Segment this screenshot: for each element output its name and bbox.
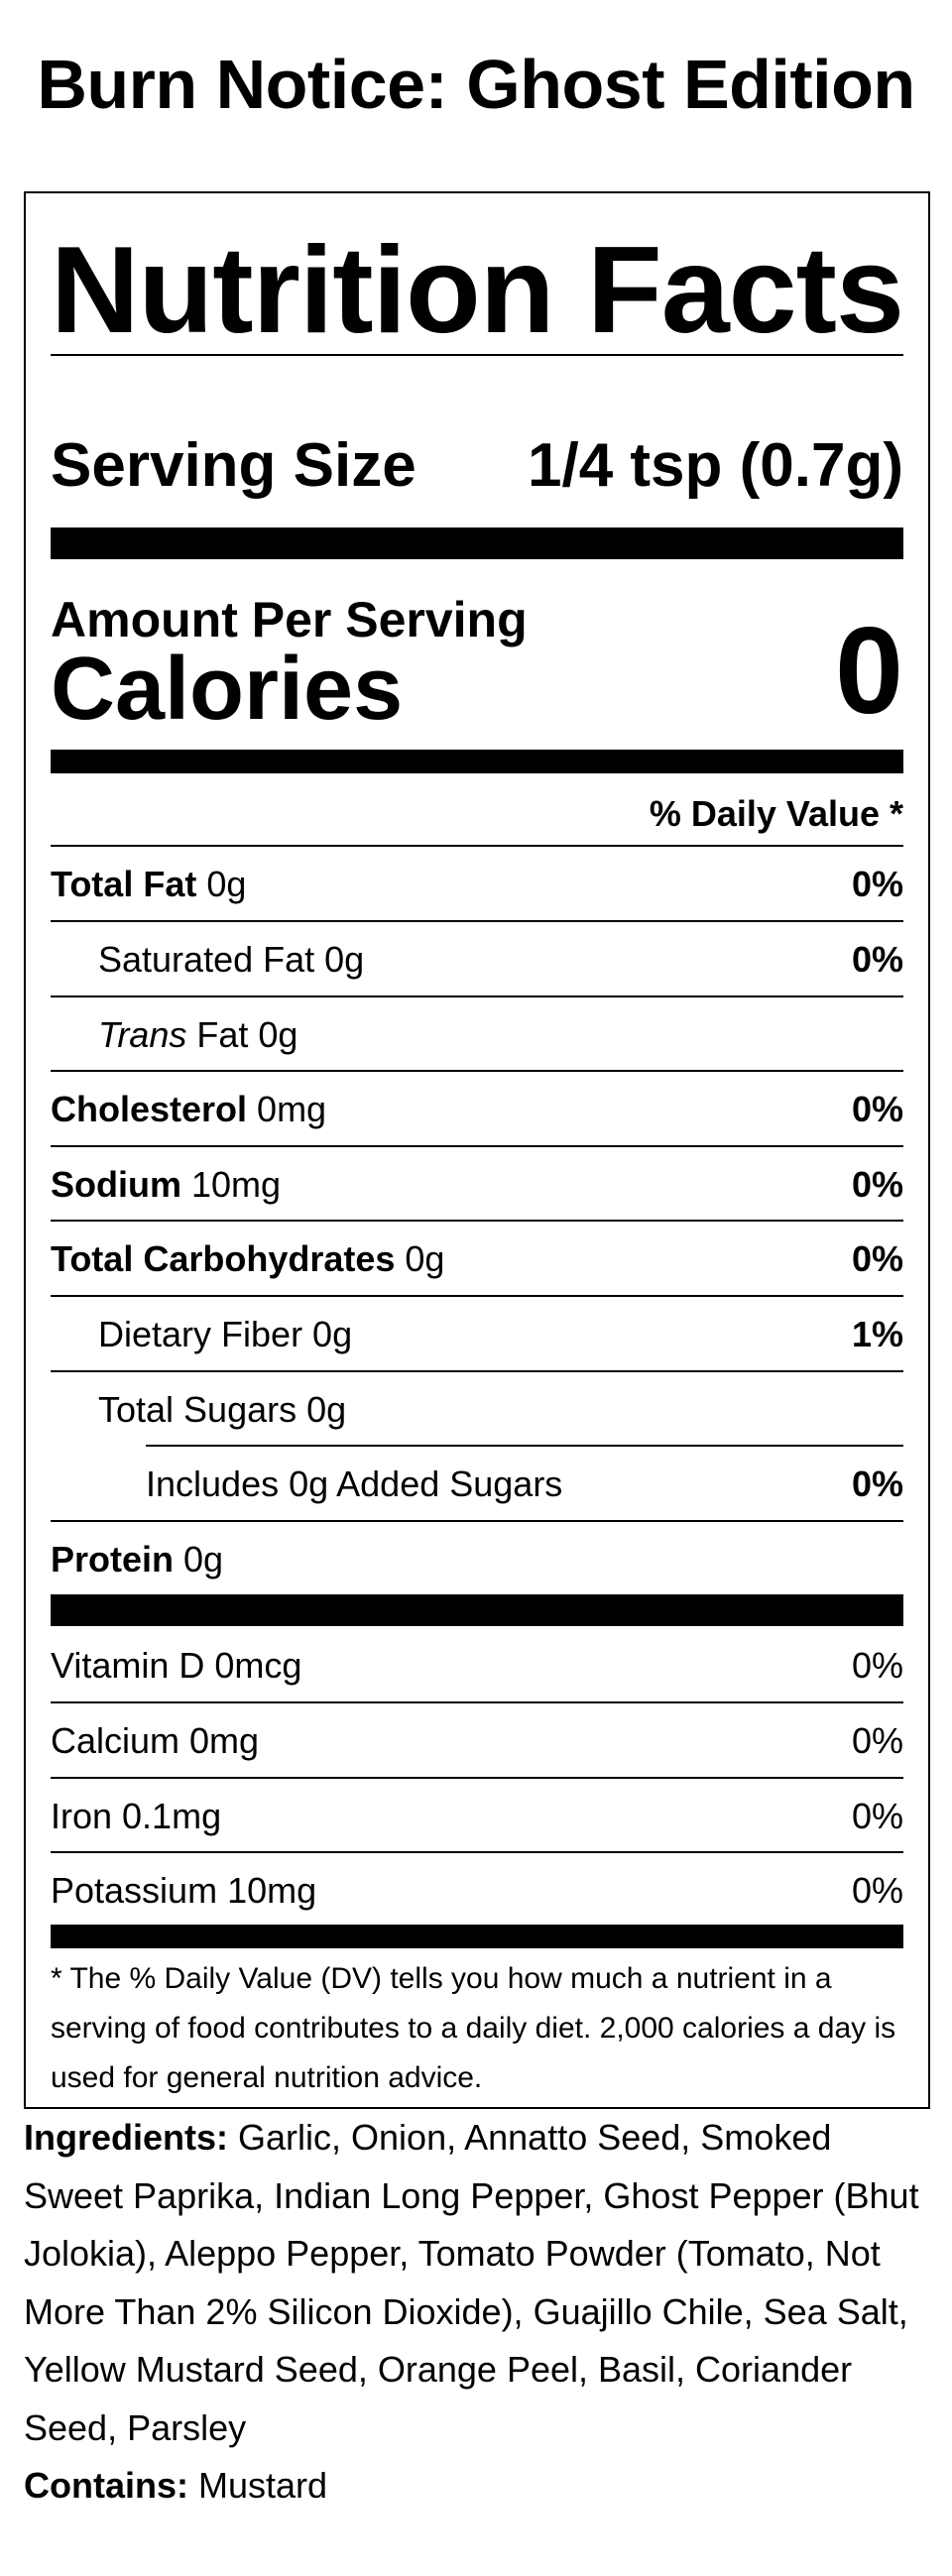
divider: [51, 1220, 903, 1222]
vitamin-name: Potassium 10mg: [51, 1869, 317, 1911]
vitamin-daily-value: 0%: [851, 1719, 903, 1761]
nutrient-row-total-fat: Total Fat 0g 0%: [51, 847, 903, 921]
daily-value-footnote: * The % Daily Value (DV) tells you how m…: [51, 1962, 896, 2094]
nutrient-daily-value: 1%: [851, 1313, 903, 1354]
nutrient-daily-value: 0%: [851, 1163, 903, 1205]
divider: [146, 1445, 903, 1447]
nutrient-name: Includes 0g Added Sugars: [146, 1463, 563, 1504]
nutrient-row-total-sugars: Total Sugars 0g: [51, 1372, 903, 1447]
vitamin-daily-value: 0%: [851, 1869, 903, 1911]
ingredients-label: Ingredients:: [24, 2117, 229, 2158]
ingredients-paragraph: Ingredients: Garlic, Onion, Annatto Seed…: [24, 2109, 928, 2457]
vitamin-daily-value: 0%: [851, 1644, 903, 1686]
nutrient-name: Fat 0g: [186, 1013, 298, 1055]
nutrient-row-dietary-fiber: Dietary Fiber 0g 1%: [51, 1297, 903, 1371]
nutrient-amount: 10mg: [181, 1163, 282, 1205]
nutrient-amount: 0g: [196, 863, 247, 904]
nutrient-amount: 0g: [395, 1237, 445, 1279]
ingredients-text: Garlic, Onion, Annatto Seed, Smoked Swee…: [24, 2117, 919, 2448]
nutrient-name: Dietary Fiber 0g: [98, 1313, 353, 1354]
nutrient-name: Cholesterol: [51, 1088, 248, 1129]
divider: [51, 354, 903, 356]
nutrient-daily-value: 0%: [851, 1088, 903, 1129]
vitamin-row-vitamin-d: Vitamin D 0mcg 0%: [51, 1628, 903, 1702]
serving-size-value: 1/4 tsp (0.7g): [528, 431, 903, 500]
divider: [51, 1370, 903, 1372]
divider: [51, 1851, 903, 1853]
calories-label: Calories: [51, 640, 404, 739]
nutrient-row-trans-fat: Trans Fat 0g: [51, 997, 903, 1072]
nutrient-name: Total Sugars 0g: [98, 1388, 347, 1430]
thick-divider: [51, 750, 903, 773]
vitamin-row-iron: Iron 0.1mg 0%: [51, 1779, 903, 1853]
vitamin-daily-value: 0%: [851, 1795, 903, 1836]
divider: [51, 920, 903, 922]
serving-size-label: Serving Size: [51, 431, 416, 500]
divider: [51, 1520, 903, 1522]
vitamin-name: Calcium 0mg: [51, 1719, 260, 1761]
nutrient-name: Sodium: [51, 1163, 181, 1205]
nutrition-facts-content: Nutrition Facts Serving Size 1/4 tsp (0.…: [51, 193, 904, 2107]
nutrient-daily-value: 0%: [851, 1237, 903, 1279]
divider: [51, 995, 903, 997]
vitamin-name: Vitamin D 0mcg: [51, 1644, 302, 1686]
vitamin-row-calcium: Calcium 0mg 0%: [51, 1703, 903, 1778]
nutrient-row-protein: Protein 0g: [51, 1522, 903, 1596]
ingredients-block: Ingredients: Garlic, Onion, Annatto Seed…: [24, 2109, 928, 2516]
nutrient-row-added-sugars: Includes 0g Added Sugars 0%: [51, 1447, 903, 1521]
nutrient-name: Total Fat: [51, 863, 197, 904]
serving-size-row: Serving Size 1/4 tsp (0.7g): [51, 435, 903, 497]
divider: [51, 1777, 903, 1779]
vitamin-row-potassium: Potassium 10mg 0%: [51, 1853, 903, 1928]
nutrient-name-italic: Trans: [98, 1013, 187, 1055]
nutrient-row-saturated-fat: Saturated Fat 0g 0%: [51, 922, 903, 996]
contains-text: Mustard: [188, 2465, 328, 2506]
nutrient-row-cholesterol: Cholesterol 0mg 0%: [51, 1072, 903, 1146]
nutrition-facts-panel: Nutrition Facts Serving Size 1/4 tsp (0.…: [24, 191, 930, 2109]
divider: [51, 1145, 903, 1147]
nutrient-row-sodium: Sodium 10mg 0%: [51, 1147, 903, 1222]
divider: [51, 1295, 903, 1297]
contains-paragraph: Contains: Mustard: [24, 2457, 928, 2516]
nutrient-name: Total Carbohydrates: [51, 1237, 396, 1279]
thick-divider: [51, 1594, 903, 1626]
thick-divider: [51, 527, 903, 559]
thick-divider: [51, 1925, 903, 1948]
nutrient-daily-value: 0%: [851, 938, 903, 980]
vitamin-name: Iron 0.1mg: [51, 1795, 222, 1836]
amount-per-serving-label: Amount Per Serving: [51, 592, 528, 647]
calories-value: 0: [835, 603, 903, 740]
divider: [51, 1701, 903, 1703]
nutrient-name: Protein: [51, 1538, 175, 1580]
nutrient-daily-value: 0%: [851, 863, 903, 904]
nutrient-amount: 0mg: [247, 1088, 327, 1129]
divider: [51, 1070, 903, 1072]
contains-label: Contains:: [24, 2465, 188, 2506]
nutrient-name: Saturated Fat 0g: [98, 938, 365, 980]
daily-value-header: % Daily Value *: [649, 793, 903, 834]
product-title: Burn Notice: Ghost Edition: [37, 46, 915, 123]
nutrition-facts-heading: Nutrition Facts: [51, 222, 904, 359]
divider: [51, 845, 903, 847]
nutrient-daily-value: 0%: [851, 1463, 903, 1504]
nutrient-row-total-carbohydrates: Total Carbohydrates 0g 0%: [51, 1222, 903, 1296]
nutrient-amount: 0g: [174, 1538, 224, 1580]
